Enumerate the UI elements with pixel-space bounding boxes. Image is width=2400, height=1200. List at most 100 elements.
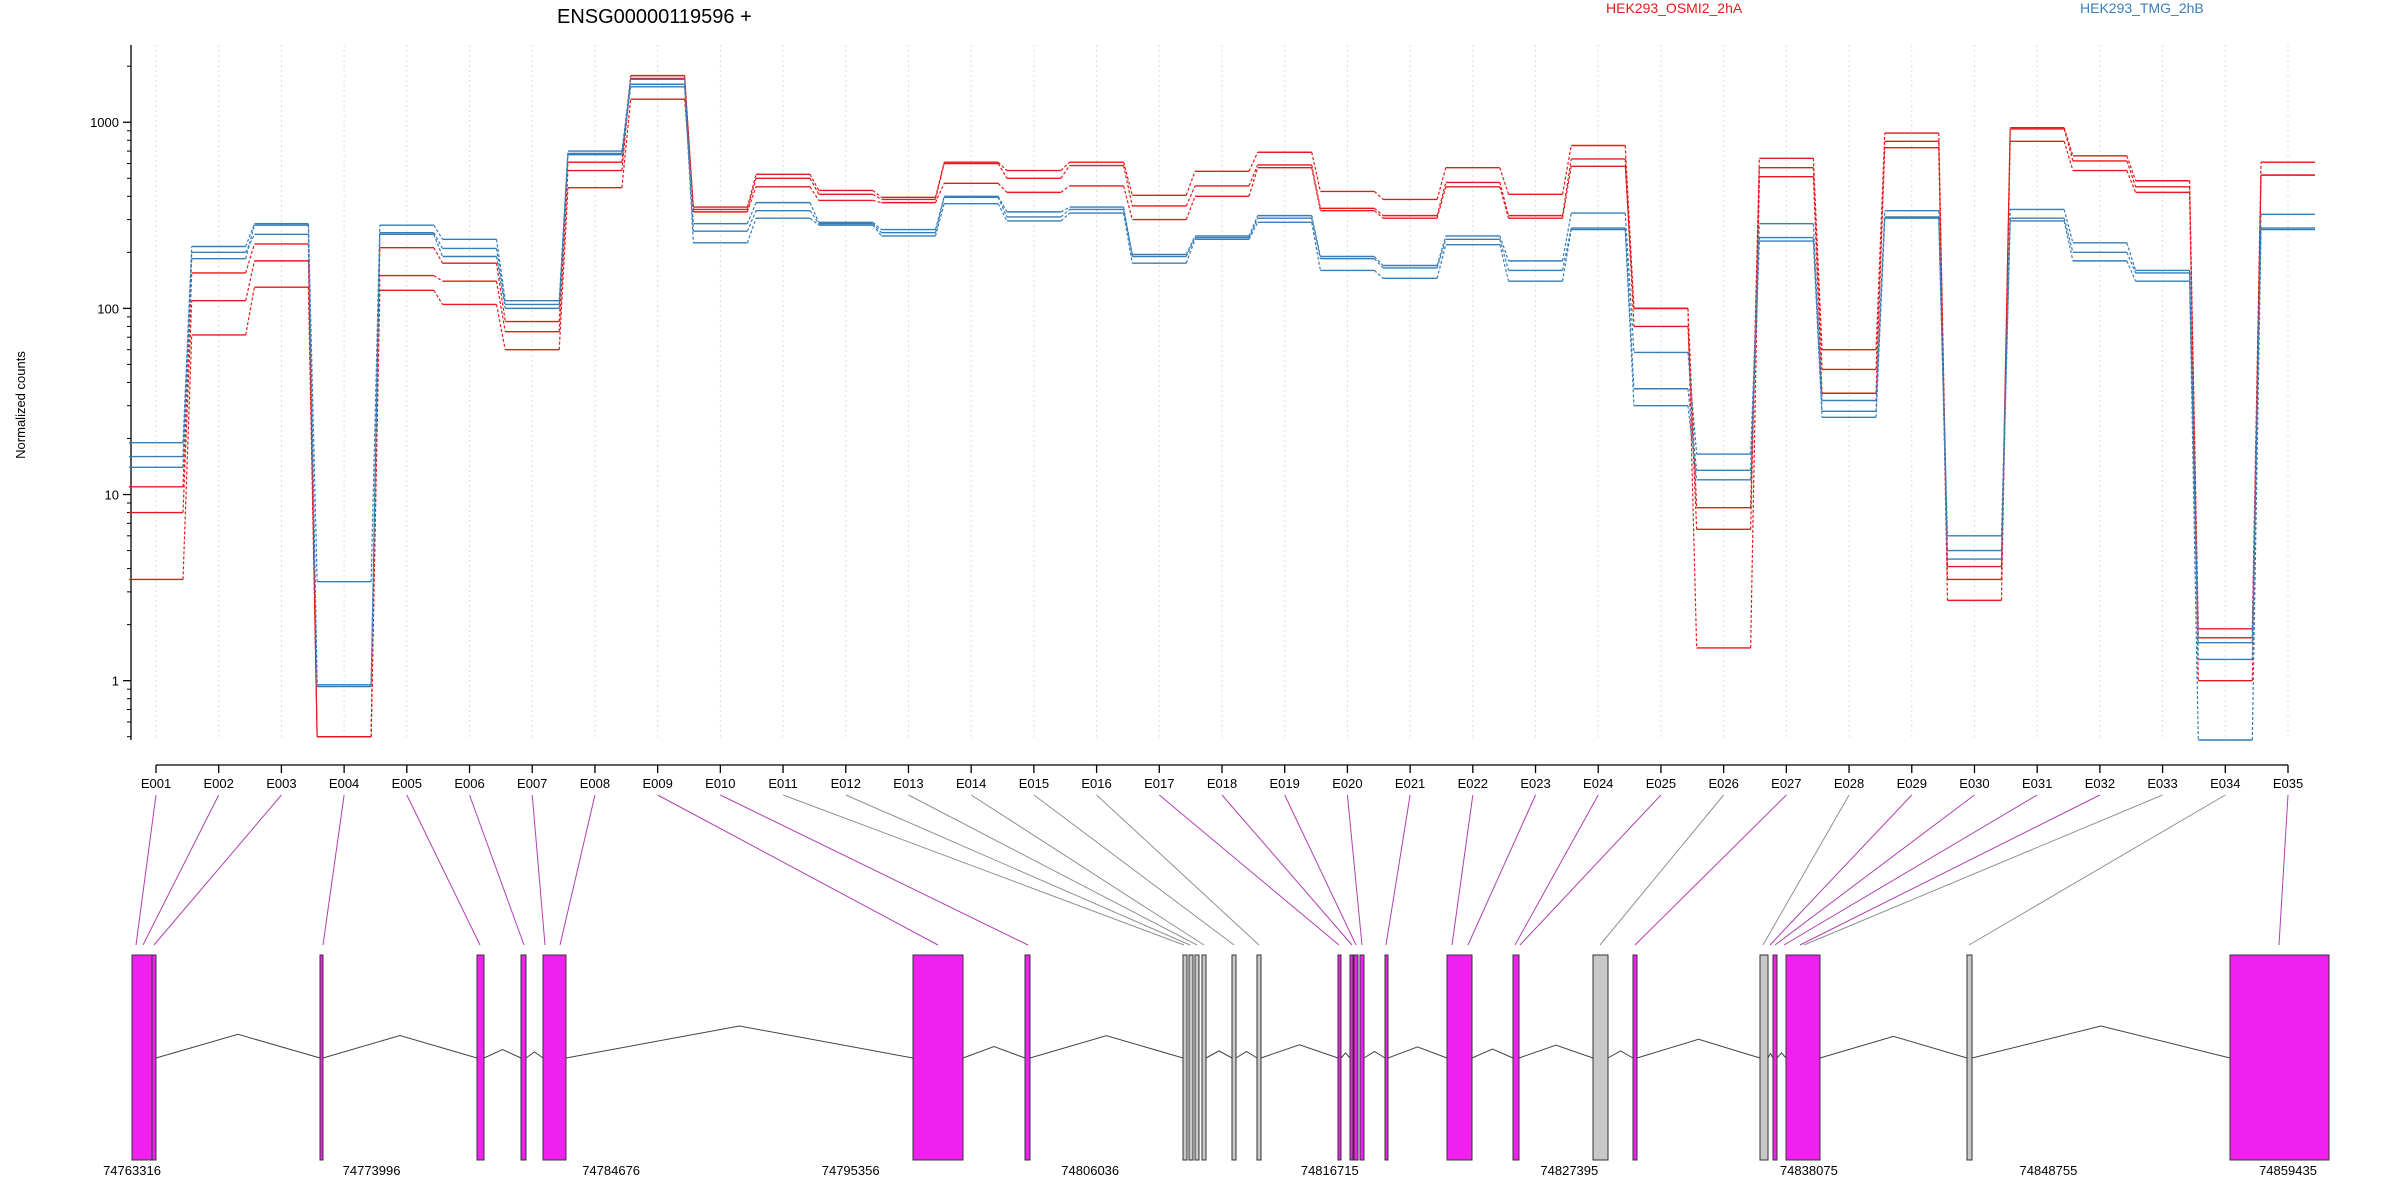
y-tick-label: 100 [97,301,119,316]
intron-line [1029,1035,1184,1059]
exon-box [319,954,324,1161]
intron-line [1205,1050,1233,1059]
exon-connector [1385,794,1411,946]
exon-box [1188,954,1194,1161]
y-tick-label: 1000 [90,115,119,130]
intron-line [1776,1052,1787,1059]
x-tick-label: E004 [329,776,359,791]
x-tick-label: E026 [1708,776,1738,791]
exon-connector [1783,794,2038,946]
exon-box [520,954,527,1161]
exon-connector [1799,794,2101,946]
exon-box [1384,954,1389,1161]
intron-line [1340,1052,1351,1059]
intron-line [1607,1050,1634,1059]
exon-connector [970,794,1205,946]
exon-connector [142,794,220,946]
exon-connector [1968,794,2226,946]
intron-line [1636,1038,1761,1059]
exon-box [131,954,153,1161]
coordinate-label: 74763316 [103,1163,161,1178]
coordinate-label: 74816715 [1301,1163,1359,1178]
exon-box [1231,954,1237,1161]
coordinate-label: 74784676 [582,1163,640,1178]
x-tick-label: E014 [956,776,986,791]
exon-box [1349,954,1354,1161]
x-tick-label: E008 [580,776,610,791]
exon-box [476,954,485,1161]
x-tick-label: E035 [2273,776,2303,791]
series-line [129,83,2315,686]
series-connector [182,84,2262,685]
exon-connector [322,794,345,946]
exon-connector [1762,794,1850,946]
gene-model [131,954,2330,1161]
exon-box [1256,954,1262,1161]
exon-box [542,954,567,1161]
x-tick-label: E013 [893,776,923,791]
coordinate-label: 74773996 [343,1163,401,1178]
series-line [129,86,2315,741]
exon-connector [1096,794,1260,946]
y-axis-label: Normalized counts [13,351,28,459]
exon-box [1759,954,1769,1161]
x-tick-label: E027 [1771,776,1801,791]
exon-connector [406,794,481,946]
exon-box [1182,954,1188,1161]
x-tick-label: E009 [642,776,672,791]
legend-entry-tmg: HEK293_TMG_2hB [2080,0,2204,16]
x-tick-label: E015 [1019,776,1049,791]
intron-line [1260,1044,1339,1059]
x-tick-label: E021 [1395,776,1425,791]
series-line [129,77,2315,738]
intron-line [1518,1044,1594,1059]
x-tick-label: E033 [2147,776,2177,791]
exon-box [1966,954,1973,1161]
exon-connector [1803,794,2163,946]
exon-connector [1769,794,1913,946]
intron-line [1819,1035,1968,1059]
exon-box [1337,954,1342,1161]
series-line [129,98,2315,738]
x-tick-label: E002 [204,776,234,791]
x-tick-label: E005 [392,776,422,791]
x-tick-label: E028 [1834,776,1864,791]
coordinate-label: 74795356 [822,1163,880,1178]
legend-entry-osmi2: HEK293_OSMI2_2hA [1606,0,1743,16]
series-connector [182,99,2262,737]
series-connector [182,78,2262,737]
exon-connector [1284,794,1357,946]
y-tick-label: 1 [112,674,119,689]
exon-connector [1519,794,1662,946]
x-tick-label: E003 [266,776,296,791]
intron-line [1363,1050,1386,1059]
exon-box [1194,954,1200,1161]
x-tick-label: E016 [1081,776,1111,791]
exon-connector [559,794,596,946]
exon-connector [1514,794,1599,946]
exon-connector [1774,794,1975,946]
exon-box [1359,954,1365,1161]
exon-connector [1158,794,1340,946]
x-tick-label: E001 [141,776,171,791]
x-tick-label: E020 [1332,776,1362,791]
exon-box [1785,954,1821,1161]
x-tick-label: E025 [1646,776,1676,791]
x-tick-label: E018 [1207,776,1237,791]
intron-line [962,1046,1026,1059]
series-connector [182,75,2262,737]
exon-box [151,954,157,1161]
x-tick-label: E012 [831,776,861,791]
exon-connector [1451,794,1474,946]
exon-connector [469,794,525,946]
exon-connector [845,794,1191,946]
intron-line [1235,1050,1258,1059]
exon-box [1512,954,1520,1161]
exon-box [1592,954,1609,1161]
exon-connector [657,794,939,946]
exon-box [1632,954,1638,1161]
intron-line [1471,1048,1514,1059]
exon-connector [908,794,1198,946]
intron-line [565,1025,914,1059]
